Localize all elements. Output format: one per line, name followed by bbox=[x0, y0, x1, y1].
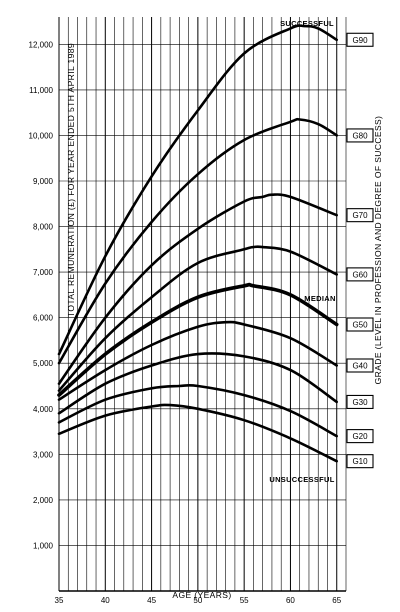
labels: SUCCESSFUL MEDIAN UNSUCCESSFUL AGE (YEAR… bbox=[66, 19, 383, 600]
grade-axis-title: GRADE (LEVEL IN PROFESSION AND DEGREE OF… bbox=[373, 116, 383, 385]
y-tick-label: 11,000 bbox=[29, 86, 53, 95]
grade-label: G60 bbox=[352, 270, 368, 279]
x-tick-label: 55 bbox=[240, 596, 249, 605]
series-line-g20 bbox=[57, 383, 338, 438]
y-tick-label: 10,000 bbox=[29, 131, 54, 140]
x-tick-label: 35 bbox=[55, 596, 64, 605]
grade-label: G30 bbox=[352, 398, 368, 407]
grade-box bbox=[346, 358, 374, 373]
series-line-g30 bbox=[57, 352, 338, 415]
y-tick-label: 9,000 bbox=[33, 177, 54, 186]
y-tick-label: 4,000 bbox=[33, 405, 54, 414]
series-line-g70 bbox=[57, 193, 338, 385]
grade-box bbox=[346, 317, 374, 332]
y-tick-label: 6,000 bbox=[33, 314, 54, 323]
grade-label: G20 bbox=[352, 432, 368, 441]
series-line-g10 bbox=[57, 403, 338, 463]
grade-box bbox=[346, 208, 374, 223]
x-axis-title: AGE (YEARS) bbox=[172, 590, 231, 600]
y-tick-label: 12,000 bbox=[29, 40, 54, 49]
y-tick-label: 2,000 bbox=[33, 496, 54, 505]
series-line-g60 bbox=[57, 245, 338, 392]
grade-label: G80 bbox=[352, 131, 368, 140]
series-lines bbox=[57, 24, 339, 463]
grade-box bbox=[346, 454, 374, 469]
y-tick-label: 8,000 bbox=[33, 223, 54, 232]
series-line-g40 bbox=[57, 320, 338, 401]
grade-labels: G90 G80 G70 G60 G50 G40 G30 G20 G10 bbox=[346, 32, 374, 469]
y-tick-label: 1,000 bbox=[33, 541, 54, 550]
y-axis-title: TOTAL REMUNERATION (£) FOR YEAR ENDED 5T… bbox=[66, 43, 76, 317]
grade-box bbox=[346, 429, 374, 444]
grade-label: G90 bbox=[352, 36, 368, 45]
x-tick-label: 65 bbox=[332, 596, 341, 605]
y-tick-label: 3,000 bbox=[33, 450, 54, 459]
grade-label: G40 bbox=[352, 362, 368, 371]
x-tick-label: 45 bbox=[147, 596, 156, 605]
axes: 1,000 2,000 3,000 4,000 5,000 6,000 7,000 8,000… bbox=[29, 40, 346, 605]
grid bbox=[58, 17, 347, 591]
series-line-g90 bbox=[57, 24, 338, 356]
grade-label: G50 bbox=[352, 321, 368, 330]
grade-box bbox=[346, 32, 374, 47]
series-line-g80 bbox=[57, 117, 338, 365]
grade-box bbox=[346, 394, 374, 409]
unsuccessful-annotation: UNSUCCESSFUL bbox=[269, 475, 334, 484]
series-line-g50 bbox=[57, 282, 339, 397]
grade-label: G10 bbox=[352, 457, 368, 466]
y-tick-label: 7,000 bbox=[33, 268, 54, 277]
median-annotation: MEDIAN bbox=[304, 294, 335, 303]
successful-annotation: SUCCESSFUL bbox=[280, 19, 334, 28]
y-tick-label: 5,000 bbox=[33, 359, 54, 368]
x-tick-label: 50 bbox=[193, 596, 202, 605]
grade-label: G70 bbox=[352, 211, 368, 220]
x-tick-label: 60 bbox=[286, 596, 295, 605]
grade-box bbox=[346, 128, 374, 143]
x-tick-label: 40 bbox=[101, 596, 110, 605]
grade-box bbox=[346, 267, 374, 282]
